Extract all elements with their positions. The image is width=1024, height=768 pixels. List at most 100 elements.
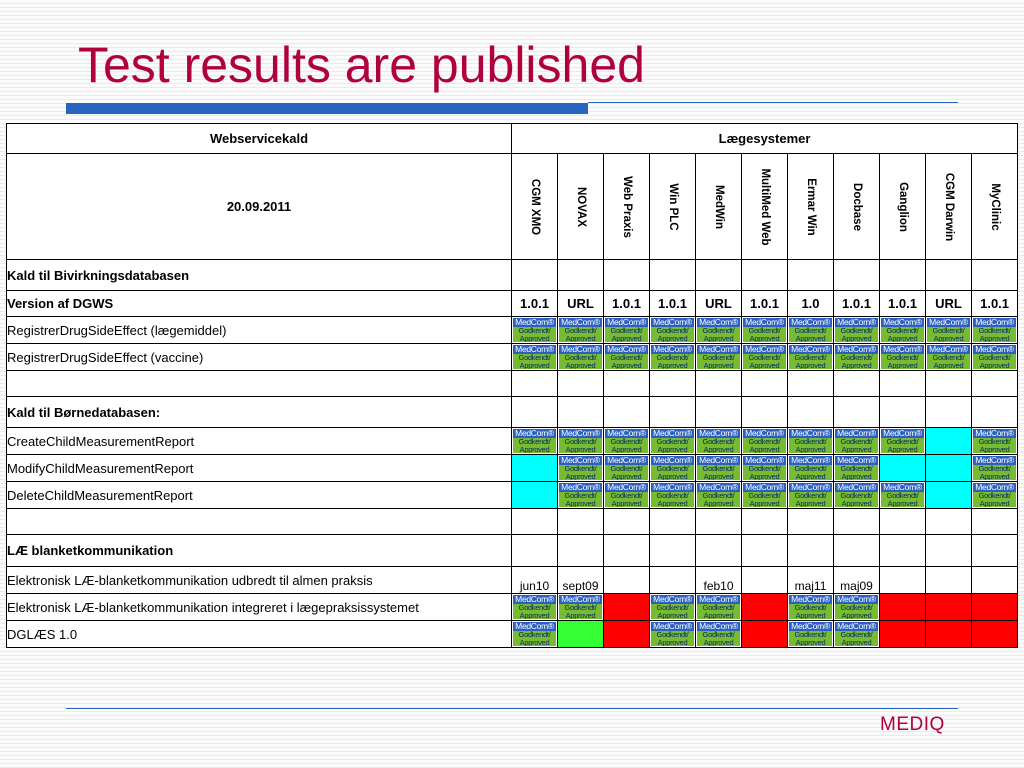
badge-text: Godkendt/: [794, 630, 827, 639]
badge-text: Approved: [611, 333, 642, 342]
status-cyan-cell: [925, 427, 972, 455]
badge-text: Godkendt/: [978, 464, 1011, 473]
medcom-approved-badge: MedCom® Godkendt/Approved: [789, 345, 832, 369]
approved-cell: MedCom® Godkendt/Approved: [879, 481, 926, 509]
badge-text: Approved: [519, 610, 550, 619]
medcom-approved-badge: MedCom® Godkendt/Approved: [973, 456, 1017, 480]
approved-cell: MedCom® Godkendt/Approved: [649, 593, 696, 621]
approved-cell: MedCom® Godkendt/Approved: [649, 481, 696, 509]
medcom-approved-badge: MedCom® Godkendt/Approved: [605, 318, 648, 342]
system-header: MyClinic: [970, 153, 1019, 260]
row-label-registrer-vaccine: RegistrerDrugSideEffect (vaccine): [6, 343, 512, 371]
badge-text: MedCom®: [697, 429, 740, 438]
status-red-cell: [603, 593, 650, 621]
badge-text: Approved: [979, 498, 1010, 507]
badge-text: MedCom®: [513, 595, 556, 604]
lae-date-cell: [970, 566, 1019, 594]
medcom-approved-badge: MedCom® Godkendt/Approved: [743, 456, 786, 480]
badge-text: Godkendt/: [932, 326, 965, 335]
badge-text: Approved: [519, 444, 550, 453]
medcom-approved-badge: MedCom® Godkendt/Approved: [697, 622, 740, 646]
row-label-create-child: CreateChildMeasurementReport: [6, 427, 512, 455]
version-cell: 1.0.1: [741, 290, 788, 317]
badge-text: Approved: [611, 360, 642, 369]
medcom-approved-badge: MedCom® Godkendt/Approved: [881, 345, 924, 369]
medcom-approved-badge: MedCom® Godkendt/Approved: [881, 429, 924, 453]
badge-text: MedCom®: [605, 429, 648, 438]
version-cell: 1.0.1: [879, 290, 926, 317]
approved-cell: MedCom® Godkendt/Approved: [695, 316, 742, 344]
badge-text: MedCom®: [927, 345, 970, 354]
badge-text: MedCom®: [513, 429, 556, 438]
approved-cell: MedCom® Godkendt/Approved: [925, 343, 972, 371]
medcom-approved-badge: MedCom® Godkendt/Approved: [789, 595, 832, 619]
title-underline-thick: [66, 103, 588, 114]
approved-cell: MedCom® Godkendt/Approved: [695, 454, 742, 482]
badge-text: Approved: [749, 498, 780, 507]
badge-text: Godkendt/: [610, 491, 643, 500]
system-name: Win PLC: [666, 182, 679, 231]
badge-text: Godkendt/: [564, 491, 597, 500]
medcom-approved-badge: MedCom® Godkendt/Approved: [789, 429, 832, 453]
row-label-version: Version af DGWS: [6, 290, 512, 317]
approved-cell: MedCom® Godkendt/Approved: [695, 481, 742, 509]
row-label-delete-child: DeleteChildMeasurementReport: [6, 481, 512, 509]
approved-cell: MedCom® Godkendt/Approved: [511, 316, 558, 344]
medcom-approved-badge: MedCom® Godkendt/Approved: [835, 483, 878, 507]
badge-text: Approved: [841, 498, 872, 507]
system-name: CGM Darwin: [942, 172, 955, 241]
badge-text: Godkendt/: [840, 491, 873, 500]
status-red-cell: [741, 620, 788, 648]
badge-text: Godkendt/: [656, 491, 689, 500]
badge-text: MedCom®: [835, 595, 878, 604]
badge-text: MedCom®: [513, 318, 556, 327]
system-name: NOVAX: [574, 186, 587, 227]
approved-cell: MedCom® Godkendt/Approved: [649, 316, 696, 344]
badge-text: Approved: [611, 498, 642, 507]
medcom-approved-badge: MedCom® Godkendt/Approved: [559, 345, 602, 369]
approved-cell: MedCom® Godkendt/Approved: [787, 620, 834, 648]
badge-text: Approved: [565, 498, 596, 507]
medcom-approved-badge: MedCom® Godkendt/Approved: [973, 429, 1017, 453]
system-header: Ermar Win: [787, 153, 834, 260]
approved-cell: MedCom® Godkendt/Approved: [511, 343, 558, 371]
approved-cell: MedCom® Godkendt/Approved: [833, 427, 880, 455]
medcom-approved-badge: MedCom® Godkendt/Approved: [789, 483, 832, 507]
badge-text: Approved: [703, 637, 734, 646]
badge-text: Godkendt/: [978, 491, 1011, 500]
medcom-approved-badge: MedCom® Godkendt/Approved: [651, 345, 694, 369]
badge-text: Godkendt/: [886, 326, 919, 335]
approved-cell: MedCom® Godkendt/Approved: [833, 481, 880, 509]
badge-text: Godkendt/: [794, 491, 827, 500]
badge-text: Approved: [657, 471, 688, 480]
medcom-approved-badge: MedCom® Godkendt/Approved: [513, 595, 556, 619]
badge-text: MedCom®: [697, 318, 740, 327]
badge-text: Godkendt/: [840, 630, 873, 639]
approved-cell: MedCom® Godkendt/Approved: [833, 316, 880, 344]
badge-text: Approved: [887, 444, 918, 453]
system-header: CGM Darwin: [925, 153, 972, 260]
approved-cell: MedCom® Godkendt/Approved: [603, 454, 650, 482]
lae-date-cell: [925, 566, 972, 594]
approved-cell: MedCom® Godkendt/Approved: [511, 427, 558, 455]
medcom-approved-badge: MedCom® Godkendt/Approved: [789, 318, 832, 342]
approved-cell: MedCom® Godkendt/Approved: [649, 620, 696, 648]
badge-text: MedCom®: [743, 429, 786, 438]
badge-text: Godkendt/: [840, 326, 873, 335]
badge-text: MedCom®: [789, 595, 832, 604]
lae-date-cell: [603, 566, 650, 594]
status-green-cell: [557, 620, 604, 648]
badge-text: Godkendt/: [978, 353, 1011, 362]
medcom-approved-badge: MedCom® Godkendt/Approved: [927, 345, 970, 369]
badge-text: Godkendt/: [518, 437, 551, 446]
status-red-cell: [603, 620, 650, 648]
row-label-lae-integreret: Elektronisk LÆ-blanketkommunikation inte…: [6, 593, 512, 621]
badge-text: Godkendt/: [702, 353, 735, 362]
approved-cell: MedCom® Godkendt/Approved: [511, 620, 558, 648]
approved-cell: MedCom® Godkendt/Approved: [970, 343, 1019, 371]
badge-text: Approved: [795, 471, 826, 480]
system-header: Docbase: [833, 153, 880, 260]
badge-text: MedCom®: [789, 429, 832, 438]
status-cyan-cell: [511, 481, 558, 509]
badge-text: Godkendt/: [610, 326, 643, 335]
